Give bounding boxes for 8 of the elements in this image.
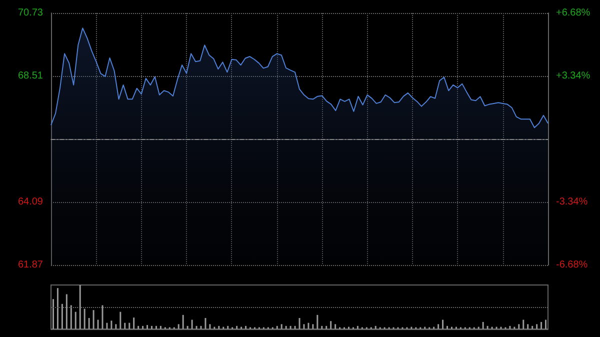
y2-tick-label: -3.34% (556, 196, 588, 208)
y-tick-label: 64.09 (18, 196, 44, 208)
y2-tick-label: +3.34% (556, 70, 590, 82)
y2-tick-label: -6.68% (556, 260, 588, 270)
y-tick-label: 68.51 (18, 70, 44, 82)
y-tick-label: 61.87 (18, 260, 44, 270)
y-tick-label: 70.73 (18, 8, 44, 18)
y2-tick-label: +6.68% (556, 8, 590, 18)
